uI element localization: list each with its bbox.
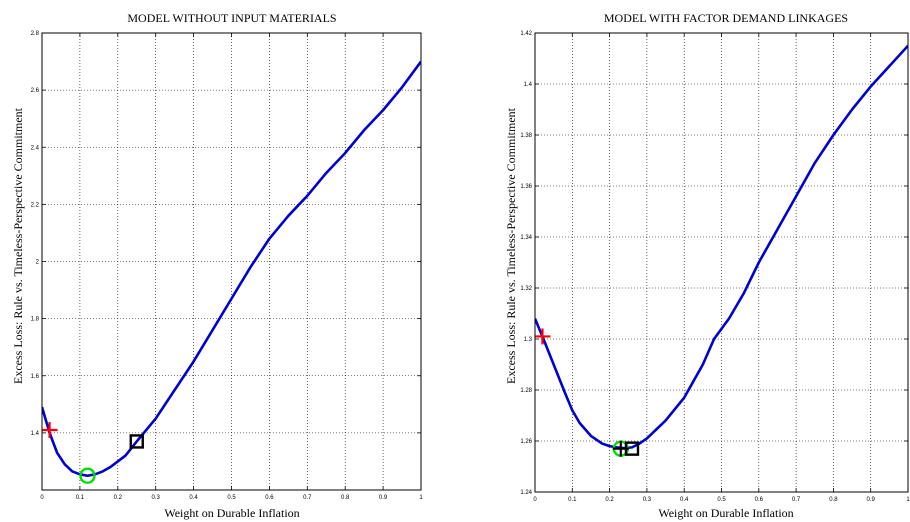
right-y-tick-label: 1.42	[520, 31, 532, 37]
right-x-tick-label: 1	[906, 497, 910, 503]
left-x-tick-label: 0.4	[189, 495, 198, 501]
left-x-tick-label: 0.7	[303, 495, 312, 501]
right-y-tick-label: 1.36	[520, 184, 532, 190]
right-plot-frame	[534, 32, 909, 493]
right-x-tick-label: 0	[533, 497, 537, 503]
left-square-marker	[129, 434, 144, 449]
right-x-tick-label: 0.8	[829, 497, 838, 503]
left-x-tick-label: 1	[419, 495, 423, 501]
right-y-tick-label: 1.26	[520, 439, 532, 445]
left-y-tick-label: 1.4	[31, 431, 40, 437]
right-plus-marker	[612, 440, 629, 457]
left-x-tick-label: 0.1	[76, 495, 85, 501]
left-y-tick-label: 2.8	[31, 31, 40, 37]
right-panel: MODEL WITH FACTOR DEMAND LINKAGES Weight…	[504, 11, 910, 520]
left-y-tick-label: 1.6	[31, 374, 40, 380]
left-x-tick-label: 0.8	[341, 495, 350, 501]
right-y-axis-label: Excess Loss: Rule vs. Timeless-Perspecti…	[504, 107, 518, 384]
left-series-line	[42, 60, 421, 478]
right-x-tick-label: 0.9	[867, 497, 876, 503]
left-plot-frame	[41, 32, 422, 491]
right-x-tick-label: 0.3	[643, 497, 652, 503]
right-chart-title: MODEL WITH FACTOR DEMAND LINKAGES	[604, 11, 848, 25]
right-plot-area	[535, 33, 908, 492]
left-y-tick-label: 1.8	[31, 317, 40, 323]
right-x-axis-label: Weight on Durable Inflation	[658, 506, 793, 520]
right-x-tick-label: 0.4	[680, 497, 689, 503]
left-plus-marker	[41, 422, 58, 439]
left-x-axis-label: Weight on Durable Inflation	[164, 506, 299, 520]
left-x-tick-label: 0.3	[152, 495, 161, 501]
left-y-tick-label: 2	[36, 260, 40, 266]
right-plus-marker	[534, 328, 551, 345]
right-series-line	[535, 44, 908, 450]
left-x-tick-label: 0	[40, 495, 44, 501]
right-x-tick-label: 0.7	[792, 497, 801, 503]
right-y-tick-label: 1.28	[520, 388, 532, 394]
left-y-tick-label: 2.4	[31, 145, 40, 151]
left-x-tick-label: 0.6	[265, 495, 274, 501]
right-y-tick-label: 1.4	[524, 82, 533, 88]
right-y-tick-label: 1.38	[520, 133, 532, 139]
right-x-tick-label: 0.6	[755, 497, 764, 503]
right-x-tick-label: 0.1	[568, 497, 577, 503]
right-x-tick-label: 0.2	[605, 497, 614, 503]
left-optimal-weight-circle-marker	[79, 467, 96, 484]
left-x-tick-label: 0.2	[114, 495, 123, 501]
right-x-tick-label: 0.5	[717, 497, 726, 503]
right-y-tick-label: 1.3	[524, 337, 533, 343]
left-panel: MODEL WITHOUT INPUT MATERIALS Weight on …	[11, 11, 423, 520]
right-y-tick-label: 1.32	[520, 286, 532, 292]
left-y-axis-label: Excess Loss: Rule vs. Timeless-Perspecti…	[11, 107, 25, 384]
right-y-tick-label: 1.34	[520, 235, 532, 241]
right-y-tick-label: 1.24	[520, 490, 532, 496]
left-y-tick-label: 2.2	[31, 202, 40, 208]
left-chart-title: MODEL WITHOUT INPUT MATERIALS	[127, 11, 336, 25]
left-x-tick-label: 0.5	[227, 495, 236, 501]
left-y-tick-label: 2.6	[31, 88, 40, 94]
left-x-tick-label: 0.9	[379, 495, 388, 501]
